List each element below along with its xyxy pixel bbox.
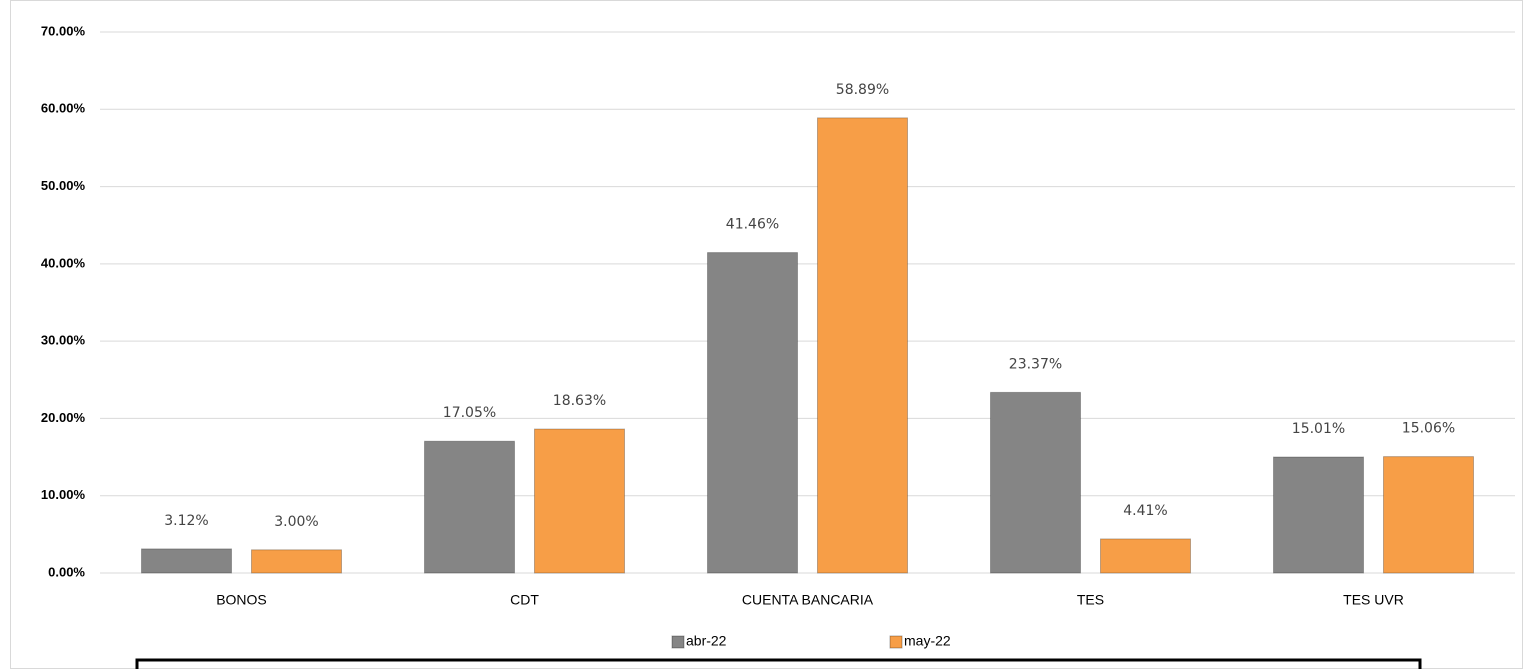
bar (1273, 456, 1364, 574)
x-tick-label: TES (1077, 592, 1104, 608)
x-tick-label: BONOS (216, 592, 267, 608)
value-label: 23.37% (1009, 356, 1062, 372)
y-tick-label: 30.00% (41, 333, 86, 348)
x-tick-label: CDT (510, 592, 539, 608)
bar (424, 440, 515, 574)
legend-swatch (671, 635, 685, 649)
y-tick-label: 40.00% (41, 255, 86, 270)
legend-swatch (889, 635, 903, 649)
bar (251, 549, 342, 574)
text-box (135, 658, 1422, 669)
value-label: 41.46% (726, 217, 779, 233)
value-label: 58.89% (836, 82, 889, 98)
value-label: 17.05% (443, 405, 496, 421)
legend-label: may-22 (904, 633, 951, 649)
x-tick-label: TES UVR (1343, 592, 1404, 608)
value-label: 4.41% (1123, 503, 1167, 519)
bar (1383, 456, 1474, 574)
bar (1100, 538, 1191, 574)
value-label: 18.63% (553, 393, 606, 409)
legend-label: abr-22 (686, 633, 727, 649)
y-tick-label: 20.00% (41, 410, 86, 425)
bar (141, 548, 232, 574)
x-tick-label: CUENTA BANCARIA (742, 592, 874, 608)
bar (990, 391, 1081, 574)
y-tick-label: 70.00% (41, 23, 86, 38)
bar (817, 117, 908, 574)
value-label: 15.06% (1402, 421, 1455, 437)
value-label: 15.01% (1292, 421, 1345, 437)
y-tick-label: 60.00% (41, 101, 86, 116)
bar (707, 252, 798, 574)
bar (534, 428, 625, 574)
y-tick-label: 50.00% (41, 178, 86, 193)
y-tick-label: 10.00% (41, 487, 86, 502)
value-label: 3.00% (274, 514, 318, 530)
y-tick-label: 0.00% (48, 564, 85, 579)
value-label: 3.12% (164, 513, 208, 529)
